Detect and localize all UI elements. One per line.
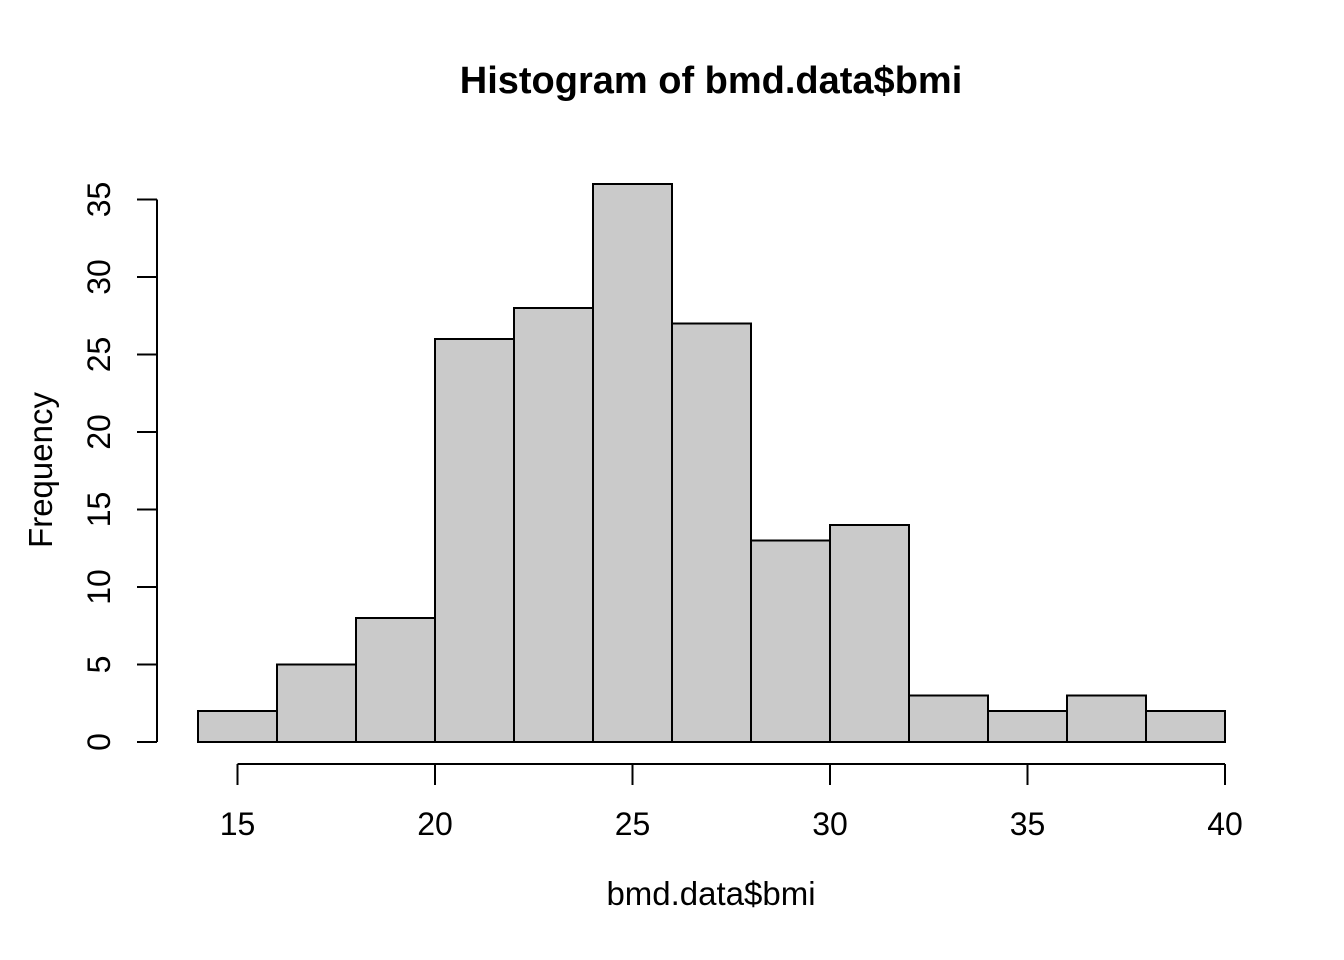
- y-tick-label: 25: [81, 337, 117, 373]
- x-tick-label: 40: [1207, 806, 1243, 842]
- y-tick-label: 5: [81, 656, 117, 674]
- x-axis-label: bmd.data$bmi: [606, 875, 815, 912]
- x-tick-label: 25: [615, 806, 651, 842]
- histogram-bar: [671, 322, 752, 743]
- y-axis: 0 5 10 15 20 25 30 35: [81, 182, 158, 751]
- y-axis-label: Frequency: [22, 392, 59, 548]
- y-tick-label: 20: [81, 414, 117, 450]
- histogram-bar: [908, 694, 989, 743]
- y-tick-label: 35: [81, 182, 117, 218]
- bars-group: [197, 183, 1226, 743]
- y-tick-label: 15: [81, 492, 117, 528]
- histogram-bar: [513, 307, 594, 743]
- histogram-bar: [434, 338, 515, 743]
- y-tick-label: 0: [81, 733, 117, 751]
- y-tick-label: 30: [81, 259, 117, 295]
- histogram-bar: [197, 710, 278, 743]
- x-axis: 15 20 25 30 35 40: [220, 763, 1243, 842]
- x-tick-label: 35: [1010, 806, 1046, 842]
- x-tick-label: 15: [220, 806, 256, 842]
- chart-title: Histogram of bmd.data$bmi: [460, 60, 963, 102]
- histogram-bar: [1145, 710, 1226, 743]
- histogram-bar: [1066, 694, 1147, 743]
- y-tick-label: 10: [81, 569, 117, 605]
- histogram-bar: [276, 663, 357, 743]
- histogram-bar: [592, 183, 673, 743]
- x-tick-label: 20: [417, 806, 453, 842]
- histogram-bar: [829, 524, 910, 743]
- histogram-bar: [750, 539, 831, 743]
- x-tick-label: 30: [812, 806, 848, 842]
- histogram-bar: [355, 617, 436, 743]
- histogram-bar: [987, 710, 1068, 743]
